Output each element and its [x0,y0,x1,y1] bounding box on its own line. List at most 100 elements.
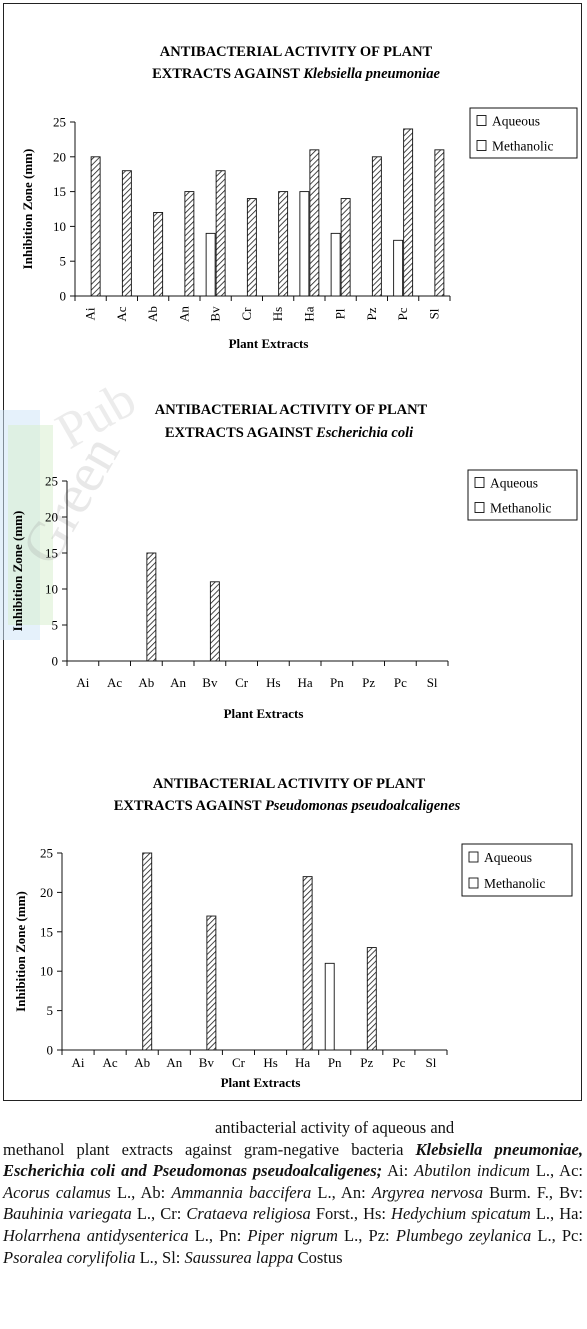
legend-swatch-methanolic [468,877,479,889]
legend-label: Aqueous [490,476,538,491]
bar-methanolic [371,156,382,297]
bar-methanolic [146,552,157,662]
y-axis-label: Inhibition Zone (mm) [10,511,25,632]
x-tick-label: Pl [333,308,348,319]
x-tick-label: Sl [426,308,441,319]
caption-species-name: Abutilon indicum [414,1161,530,1181]
bar-methanolic [246,198,257,297]
y-tick-label: 15 [53,184,66,199]
caption-abbr: Hs: [358,1204,392,1224]
chart-klebsiella: ANTIBACTERIAL ACTIVITY OF PLANT EXTRACTS… [20,44,578,351]
chart-pseudomonas: ANTIBACTERIAL ACTIVITY OF PLANT EXTRACTS… [13,776,573,1090]
y-tick-label: 0 [52,654,59,669]
caption-line2: methanol plant extracts against gram-neg… [3,1139,404,1159]
x-axis-label: Plant Extracts [229,336,309,351]
caption-abbr: Sl: [157,1247,185,1267]
x-tick-label: Ai [76,675,89,690]
bar-aqueous [299,191,310,297]
legend-swatch-methanolic [474,502,485,513]
caption-abbr: Pc: [555,1225,583,1245]
figure-caption: antibacterial activity of aqueous and me… [3,1117,583,1268]
x-tick-label: Ac [103,1055,118,1070]
y-tick-label: 15 [40,924,53,939]
bar-methanolic [121,170,132,297]
x-tick-label: Ab [145,306,160,322]
bar-methanolic [403,128,414,297]
legend-swatch-aqueous [476,115,487,126]
caption-abbr: An: [335,1182,372,1202]
caption-entries: Ai: Abutilon indicum L., Ac: Acorus cala… [3,1161,583,1266]
chart-title-line1: ANTIBACTERIAL ACTIVITY OF PLANT [155,402,428,418]
caption-species-name: Plumbego zeylanica [395,1225,532,1245]
bar-methanolic [434,149,445,297]
x-tick-label: Sl [426,1055,437,1070]
x-tick-label: Ha [301,306,316,321]
y-tick-label: 20 [45,510,58,525]
caption-authority: Burm. F., [482,1182,554,1202]
legend-label: Aqueous [492,114,540,129]
x-tick-label: An [176,306,191,322]
caption-authority: L., [530,1204,555,1224]
x-tick-label: An [170,675,186,690]
caption-abbr: Ab: [135,1182,172,1202]
x-tick-label: Ac [114,306,129,321]
x-tick-label: Cr [239,307,254,321]
caption-lead: antibacterial activity of aqueous and [215,1118,455,1137]
caption-authority: L., [531,1225,556,1245]
caption-organisms: Klebsiella pneumoniae, Escherichia coli … [3,1139,583,1181]
legend-label: Methanolic [484,876,545,891]
x-tick-label: An [166,1055,182,1070]
bar-methanolic [153,212,164,297]
chart-title-line1: ANTIBACTERIAL ACTIVITY OF PLANT [153,776,426,792]
y-tick-label: 10 [40,964,53,979]
x-tick-label: Hs [263,1055,277,1070]
y-tick-label: 15 [45,546,58,561]
y-axis-label: Inhibition Zone (mm) [20,149,35,270]
x-tick-label: Ai [72,1055,85,1070]
caption-abbr: Ac: [554,1161,583,1181]
caption-species-name: Acorus calamus [3,1182,111,1202]
caption-abbr: Pn: [213,1225,248,1245]
caption-authority: Costus [293,1247,343,1267]
bar-methanolic [142,852,153,1051]
caption-abbr: Ha: [554,1204,584,1224]
chart-title-line1: ANTIBACTERIAL ACTIVITY OF PLANT [160,44,433,60]
bar-methanolic [90,156,101,297]
caption-abbr: Bv: [553,1182,583,1202]
x-tick-label: Pc [392,1055,405,1070]
bar-aqueous [330,232,341,297]
legend-box [467,469,578,521]
y-tick-label: 5 [60,254,67,269]
legend-label: Methanolic [490,501,551,516]
x-tick-label: Pn [330,675,344,690]
y-tick-label: 0 [47,1043,54,1058]
x-tick-label: Bv [208,306,223,322]
x-tick-label: Pz [360,1055,373,1070]
y-axis-label: Inhibition Zone (mm) [13,891,28,1012]
x-tick-label: Hs [266,675,280,690]
chart-title-line2: EXTRACTS AGAINST Klebsiella pneumoniae [152,66,440,82]
legend-swatch-methanolic [476,140,487,151]
caption-abbr: Cr: [155,1204,187,1224]
legend-swatch-aqueous [474,477,485,488]
y-tick-label: 10 [45,582,58,597]
x-tick-label: Ai [83,307,98,320]
x-axis-label: Plant Extracts [221,1075,301,1090]
y-tick-label: 25 [53,115,66,130]
caption-authority: L., [311,1182,336,1202]
bar-methanolic [340,198,351,297]
x-tick-label: Cr [235,675,249,690]
x-tick-label: Ha [298,675,313,690]
bar-methanolic [209,581,220,662]
x-tick-label: Ac [107,675,122,690]
caption-species-name: Holarrhena antidysenterica [3,1225,189,1245]
caption-abbr: Pz: [362,1225,396,1245]
x-axis-label: Plant Extracts [224,706,304,721]
x-tick-label: Pn [328,1055,342,1070]
y-tick-label: 5 [47,1003,54,1018]
caption-authority: L., [110,1182,136,1202]
caption-species-name: Ammannia baccifera [171,1182,312,1202]
caption-authority: L., [188,1225,214,1245]
bar-methanolic [215,170,226,297]
caption-species-name: Crataeva religiosa [186,1204,311,1224]
